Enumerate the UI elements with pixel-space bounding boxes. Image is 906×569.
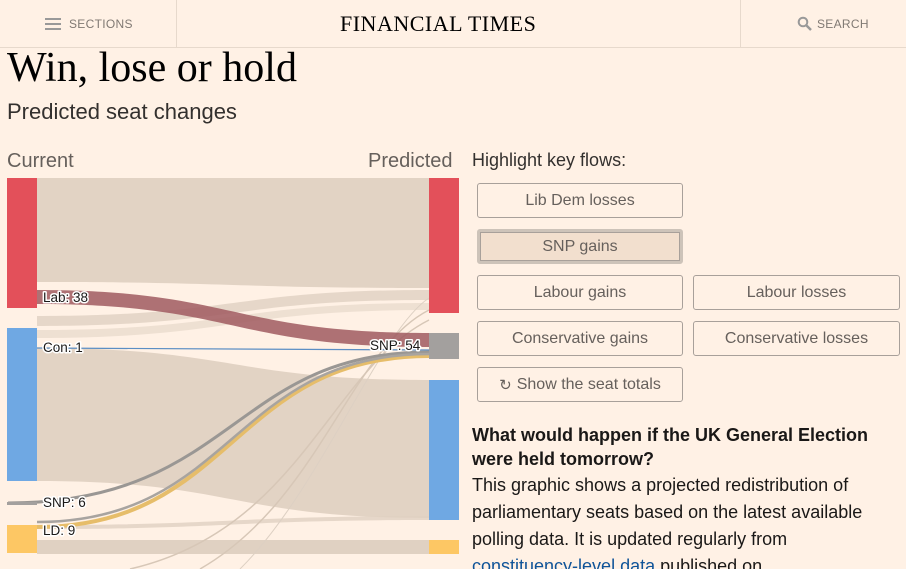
node-current-libdem	[7, 525, 37, 553]
label-snp-54: SNP: 54	[370, 338, 421, 353]
flow-con-hold	[37, 348, 429, 518]
highlight-flows-title: Highlight key flows:	[472, 150, 627, 170]
flow-ld-to-snp	[36, 354, 430, 529]
flow-thin-2	[199, 309, 430, 569]
refresh-icon: ↻	[499, 376, 512, 394]
search-label: SEARCH	[817, 16, 869, 31]
search-button[interactable]: SEARCH	[740, 0, 906, 47]
labour-gains-button[interactable]: Labour gains	[477, 275, 683, 310]
node-predicted-conservative	[429, 380, 459, 520]
snp-gains-button[interactable]: SNP gains	[477, 229, 683, 264]
flow-labour-hold	[37, 178, 429, 288]
article-question: What would happen if the UK General Elec…	[472, 425, 869, 469]
flow-lab-to-snp	[37, 290, 429, 347]
conservative-losses-button[interactable]: Conservative losses	[693, 321, 900, 356]
label-ld-9: LD: 9	[43, 523, 75, 538]
labour-losses-button[interactable]: Labour losses	[693, 275, 900, 310]
search-icon	[797, 16, 812, 31]
top-bar: SECTIONS FINANCIAL TIMES SEARCH	[0, 0, 906, 48]
conservative-gains-button[interactable]: Conservative gains	[477, 321, 683, 356]
show-seat-totals-button[interactable]: ↻ Show the seat totals	[477, 367, 683, 402]
sections-label: SECTIONS	[69, 16, 133, 31]
ft-logo[interactable]: FINANCIAL TIMES	[340, 11, 537, 36]
constituency-data-link[interactable]: constituency-level data	[472, 556, 656, 569]
page-subtitle: Predicted seat changes	[7, 99, 237, 124]
hamburger-icon	[45, 18, 61, 30]
flow-snp-hold	[7, 350, 430, 505]
article-body-tail: published on	[655, 556, 763, 569]
sections-menu-button[interactable]: SECTIONS	[0, 0, 177, 47]
flow-con-to-lab	[37, 290, 429, 326]
sankey-diagram: Lab: 38 Con: 1 SNP: 6 LD: 9 SNP: 54	[7, 178, 459, 569]
node-current-conservative	[7, 328, 37, 481]
show-seat-totals-label: Show the seat totals	[516, 375, 661, 393]
flow-thin-3	[239, 297, 430, 569]
label-lab-38: Lab: 38	[43, 290, 88, 305]
node-current-labour	[7, 178, 37, 308]
node-current-snp	[7, 502, 37, 505]
article-body-text: This graphic shows a projected redistrib…	[472, 475, 863, 549]
node-predicted-labour	[429, 178, 459, 313]
flow-con-to-snp	[36, 347, 430, 351]
label-con-1: Con: 1	[43, 340, 83, 355]
article-body: This graphic shows a projected redistrib…	[472, 472, 897, 569]
predicted-column-label: Predicted	[368, 150, 453, 172]
page-title: Win, lose or hold	[7, 45, 297, 91]
node-predicted-snp	[429, 333, 459, 359]
current-column-label: Current	[7, 150, 74, 172]
node-predicted-libdem	[429, 540, 459, 554]
flow-ld-to-snp-grey	[36, 352, 430, 524]
label-snp-6: SNP: 6	[43, 495, 86, 510]
libdem-losses-button[interactable]: Lib Dem losses	[477, 183, 683, 218]
